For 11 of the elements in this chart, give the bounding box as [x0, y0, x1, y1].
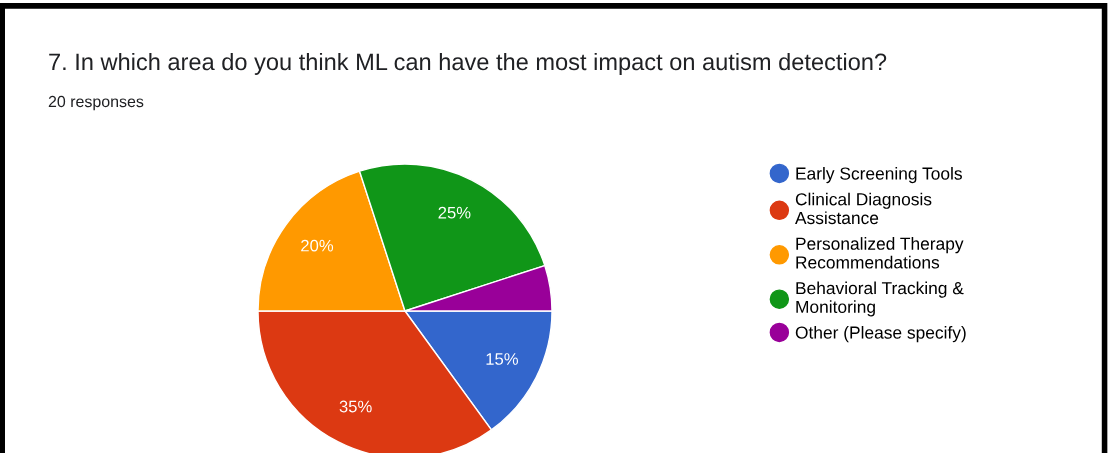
data-label: 35% [339, 400, 372, 413]
legend-label: Behavioral Tracking & Monitoring [796, 281, 964, 317]
legend-label: Clinical Diagnosis Assistance [795, 192, 932, 225]
legend-label: Other (Please specify) [795, 325, 966, 343]
chart-title: 7. In which area do you think ML can have the most impact on autism detection? [49, 52, 887, 75]
legend-label: Personalized Therapy Recommendations [796, 237, 964, 269]
data-label: 15% [486, 353, 519, 365]
data-label: 25% [438, 206, 471, 219]
legend-label: Early Screening Tools [796, 166, 962, 184]
text: 20 responses [48, 95, 144, 111]
data-label: 20% [301, 239, 334, 252]
